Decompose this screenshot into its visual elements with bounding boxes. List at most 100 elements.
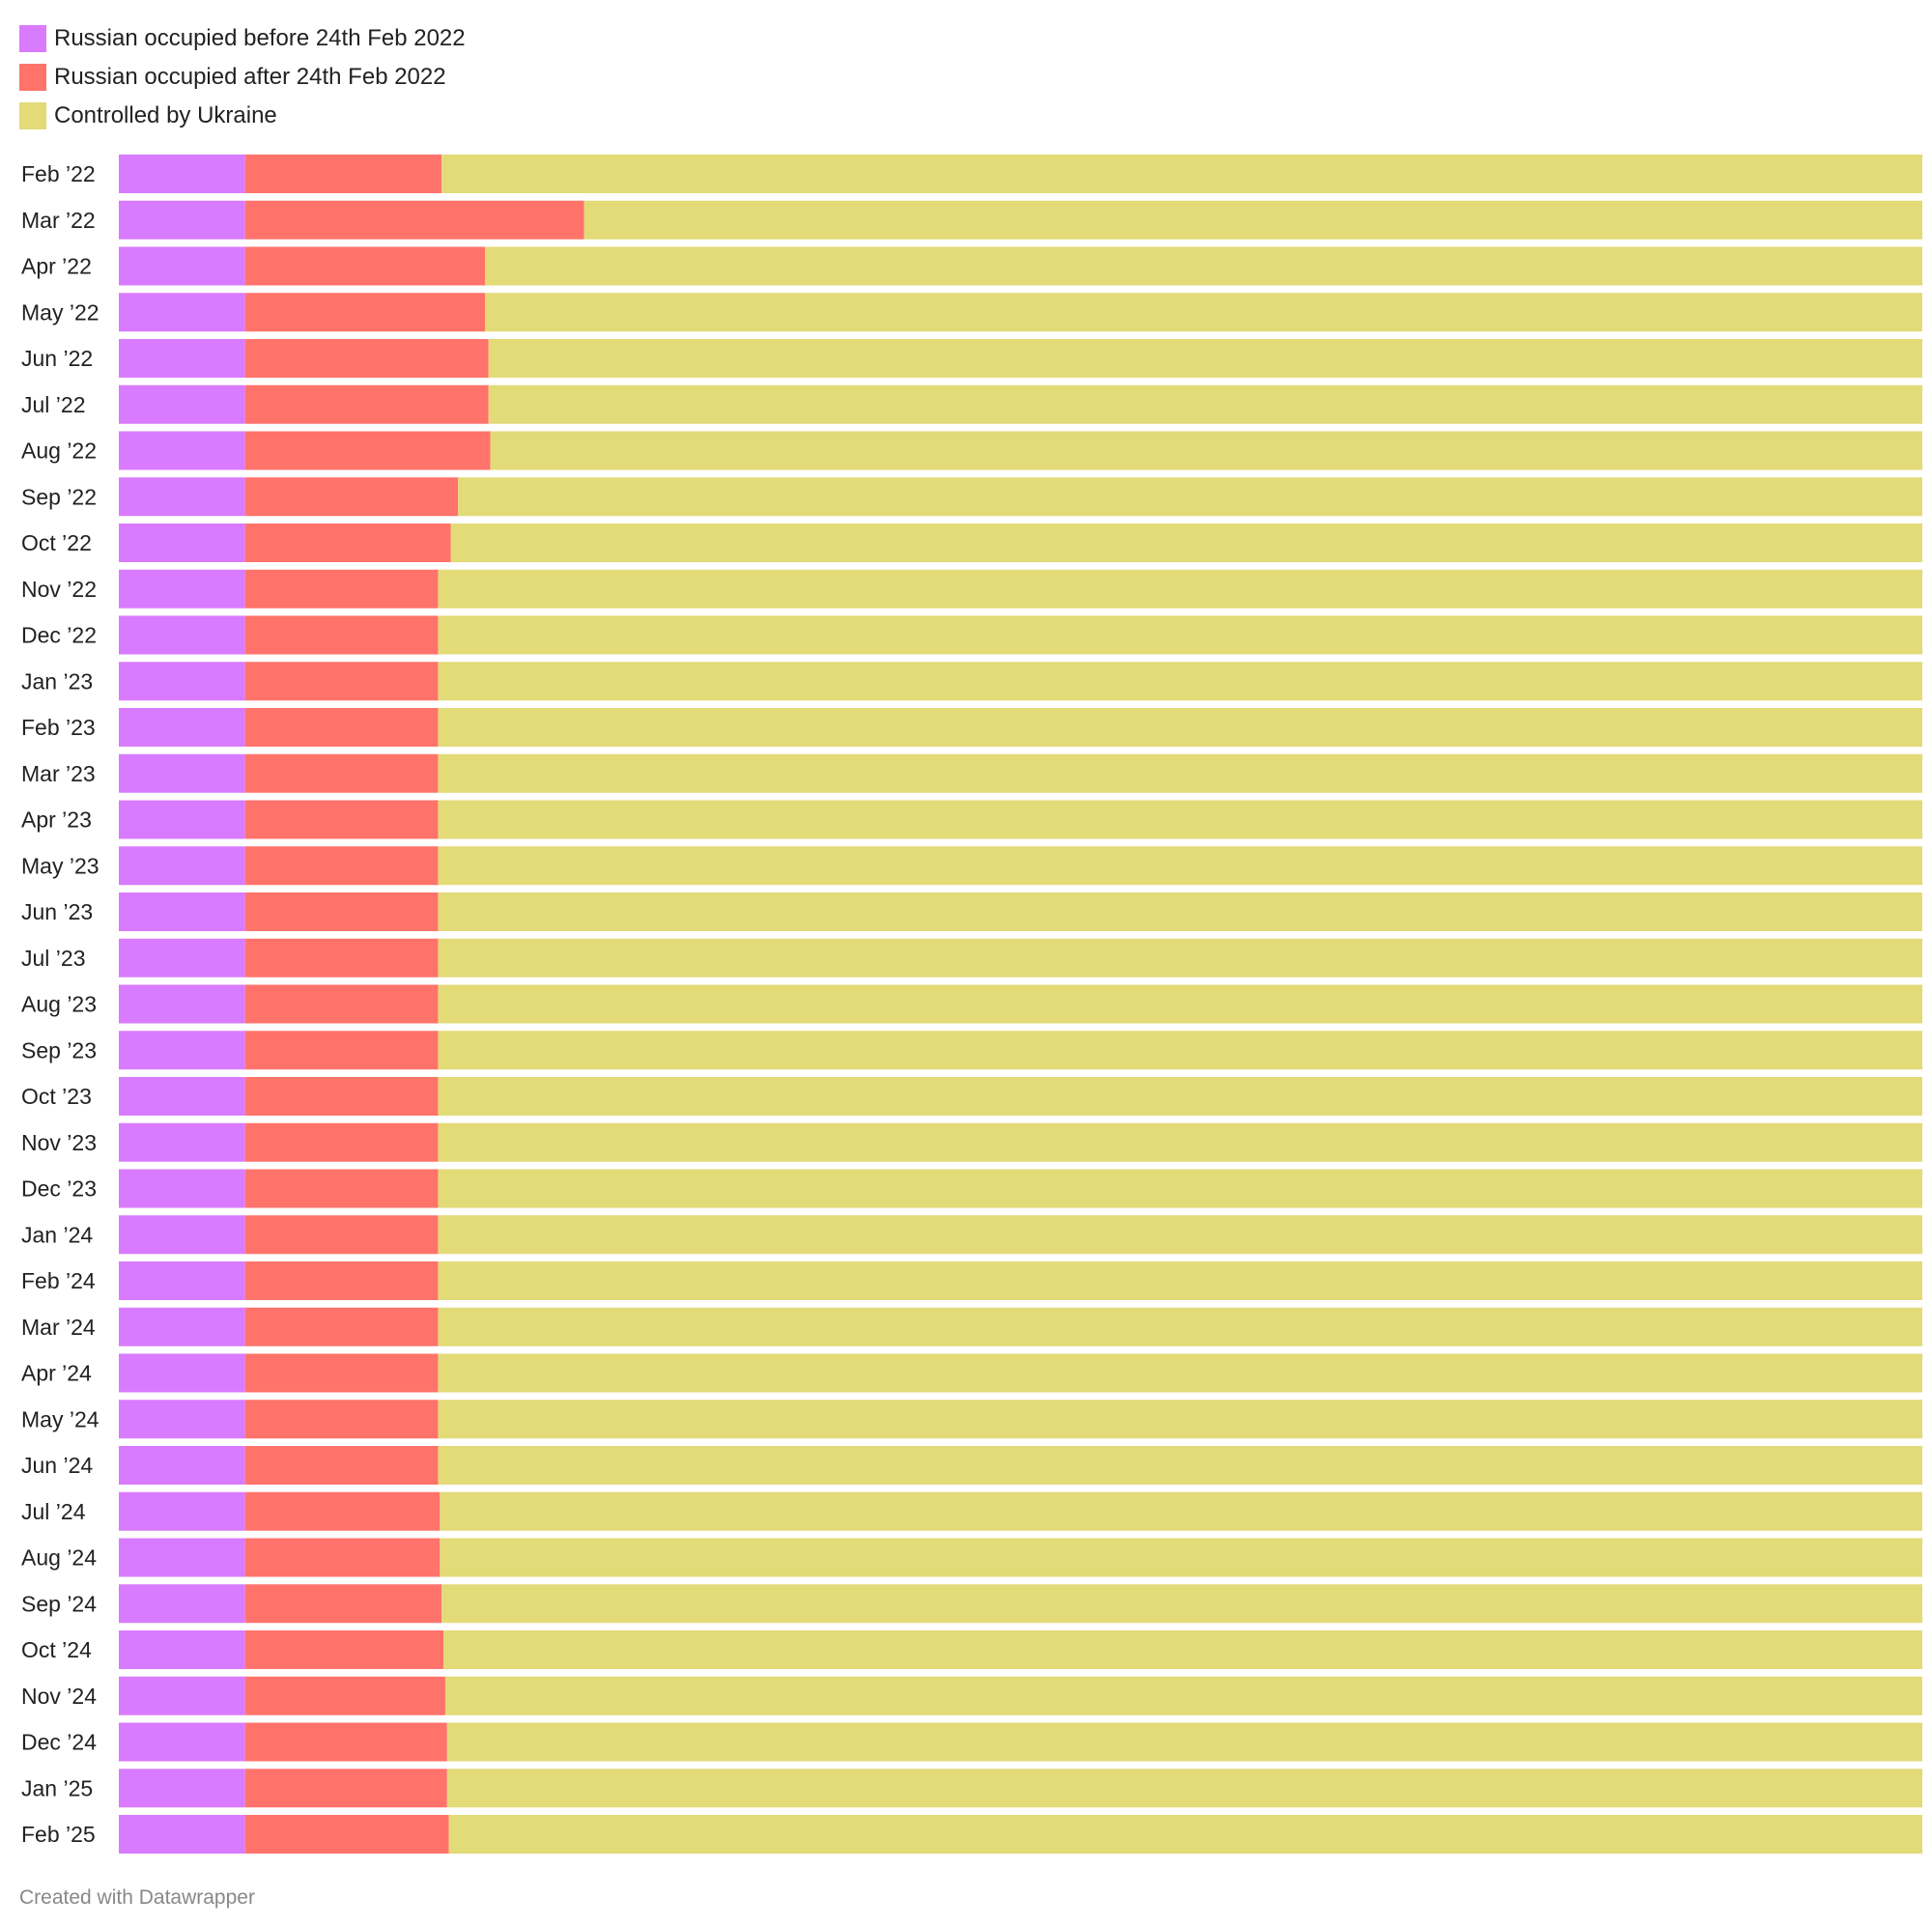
credit-text: Created with Datawrapper: [19, 1886, 255, 1909]
bar-row: May ’23: [21, 846, 1923, 886]
category-label: Mar ’22: [21, 208, 96, 233]
bar-segment-ukraine: [438, 1122, 1923, 1162]
bar-segment-ukraine: [438, 708, 1923, 747]
bar-segment-before: [119, 1031, 245, 1070]
bar-segment-ukraine: [446, 1722, 1922, 1762]
bar-row: Feb ’23: [21, 708, 1923, 747]
bar-segment-ukraine: [488, 339, 1923, 378]
category-label: Nov ’24: [21, 1684, 97, 1709]
bar-segment-after: [244, 1630, 444, 1669]
bar-segment-ukraine: [441, 155, 1923, 193]
bar-segment-ukraine: [448, 1815, 1922, 1854]
bar-segment-ukraine: [438, 846, 1923, 886]
bar-segment-ukraine: [458, 477, 1922, 517]
bar-segment-ukraine: [485, 293, 1922, 332]
legend-label-before: Russian occupied before 24th Feb 2022: [54, 25, 466, 51]
bar-segment-ukraine: [450, 524, 1922, 562]
category-label: Sep ’22: [21, 484, 97, 509]
bar-segment-after: [244, 431, 491, 470]
bar-segment-before: [119, 1584, 245, 1624]
bar-segment-after: [244, 800, 439, 839]
legend-swatch-after: [19, 64, 46, 91]
bar-segment-before: [119, 846, 245, 886]
bar-segment-before: [119, 1722, 245, 1762]
bar-row: Mar ’22: [21, 200, 1923, 240]
bar-segment-after: [244, 1446, 439, 1485]
bar-segment-after: [244, 477, 458, 517]
bar-segment-ukraine: [485, 246, 1922, 286]
legend-swatch-ukraine: [19, 102, 46, 129]
bar-row: Feb ’25: [21, 1815, 1922, 1854]
bar-segment-before: [119, 384, 245, 424]
category-label: Mar ’24: [21, 1315, 96, 1340]
category-label: Jan ’25: [21, 1775, 93, 1800]
bar-row: Jul ’22: [21, 384, 1923, 424]
category-label: Apr ’23: [21, 807, 92, 833]
category-label: Apr ’24: [21, 1361, 92, 1386]
category-label: Jul ’23: [21, 946, 85, 971]
legend-item-ukraine: Controlled by Ukraine: [19, 97, 466, 135]
category-label: Jun ’24: [21, 1453, 93, 1478]
category-label: Jul ’24: [21, 1499, 86, 1524]
category-label: Aug ’23: [21, 992, 97, 1017]
bar-row: Nov ’23: [21, 1122, 1923, 1162]
bar-segment-ukraine: [446, 1769, 1922, 1808]
bar-row: Oct ’22: [21, 524, 1922, 562]
bar-segment-after: [244, 1769, 447, 1808]
bar-segment-ukraine: [443, 1630, 1922, 1669]
bar-segment-after: [244, 938, 439, 977]
bar-segment-after: [244, 293, 485, 332]
bar-segment-ukraine: [438, 1446, 1923, 1485]
category-label: Sep ’24: [21, 1591, 97, 1616]
category-label: Sep ’23: [21, 1037, 97, 1062]
bar-segment-after: [244, 1491, 440, 1531]
bar-segment-before: [119, 200, 245, 240]
bar-segment-ukraine: [438, 1169, 1923, 1208]
bar-segment-after: [244, 200, 584, 240]
bar-segment-before: [119, 753, 245, 793]
bar-segment-ukraine: [438, 892, 1923, 931]
bar-row: Aug ’24: [21, 1538, 1923, 1577]
bar-segment-before: [119, 1400, 245, 1439]
bar-segment-ukraine: [438, 1400, 1923, 1439]
bar-segment-after: [244, 1077, 439, 1116]
bar-row: Jan ’24: [21, 1215, 1923, 1255]
bar-row: Jun ’23: [21, 892, 1923, 931]
bar-segment-after: [244, 615, 439, 655]
bar-segment-before: [119, 615, 245, 655]
bar-row: Oct ’24: [21, 1630, 1922, 1669]
bar-segment-before: [119, 800, 245, 839]
bar-row: Dec ’24: [21, 1722, 1922, 1762]
legend-item-after: Russian occupied after 24th Feb 2022: [19, 58, 466, 97]
bar-row: Sep ’24: [21, 1584, 1923, 1624]
category-label: Aug ’22: [21, 439, 97, 464]
bar-row: Jan ’23: [21, 662, 1923, 701]
category-label: Oct ’24: [21, 1637, 92, 1662]
bar-segment-before: [119, 339, 245, 378]
legend-label-after: Russian occupied after 24th Feb 2022: [54, 64, 446, 90]
bar-segment-before: [119, 708, 245, 747]
bar-row: Sep ’22: [21, 477, 1922, 517]
bar-segment-after: [244, 1169, 439, 1208]
category-label: Jan ’24: [21, 1222, 93, 1247]
bar-row: Feb ’24: [21, 1261, 1923, 1300]
bar-row: Jun ’24: [21, 1446, 1923, 1485]
bar-row: May ’22: [21, 293, 1922, 332]
category-label: Feb ’22: [21, 161, 96, 186]
bar-segment-after: [244, 1215, 439, 1255]
bar-segment-ukraine: [438, 1307, 1923, 1346]
bar-segment-after: [244, 708, 439, 747]
bar-segment-before: [119, 662, 245, 701]
bar-segment-after: [244, 753, 439, 793]
category-label: Mar ’23: [21, 761, 96, 786]
bar-segment-ukraine: [583, 200, 1923, 240]
bar-segment-after: [244, 1676, 445, 1715]
bar-segment-after: [244, 1400, 439, 1439]
bar-segment-before: [119, 1353, 245, 1393]
category-label: Feb ’24: [21, 1268, 96, 1293]
bar-row: Feb ’22: [21, 155, 1923, 193]
bar-segment-after: [244, 1122, 439, 1162]
category-label: May ’24: [21, 1406, 99, 1431]
bar-segment-before: [119, 1630, 245, 1669]
bar-segment-after: [244, 524, 451, 562]
